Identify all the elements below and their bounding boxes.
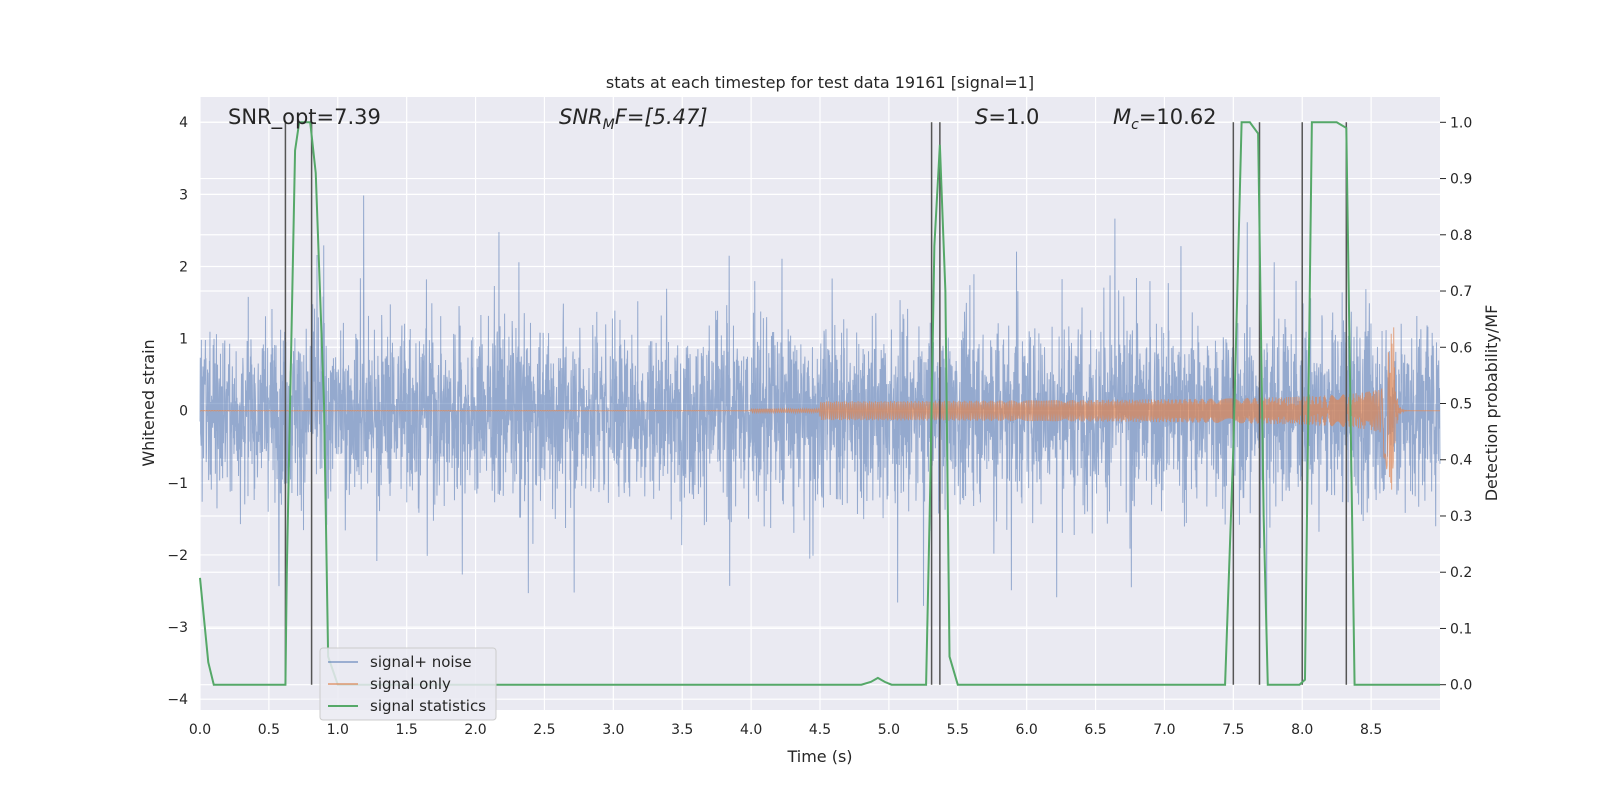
y2-tick-label: 0.0 [1450, 678, 1472, 694]
snr-opt-annotation: SNR_opt=7.39 [228, 105, 381, 130]
y2-tick-label: 0.7 [1450, 284, 1472, 300]
y-tick-label: 4 [179, 115, 188, 131]
x-tick-label: 5.0 [878, 722, 900, 738]
legend-box [319, 647, 497, 721]
s-rest: =1.0 [988, 105, 1039, 129]
chart-title: stats at each timestep for test data 191… [606, 73, 1034, 92]
x-tick-label: 4.0 [740, 722, 762, 738]
y2-tick-label: 0.6 [1450, 340, 1472, 356]
x-tick-label: 7.0 [1153, 722, 1175, 738]
y2-tick-label: 0.4 [1450, 453, 1472, 469]
y-tick-label: −3 [167, 620, 188, 636]
y-axis-label: Whitened strain [139, 339, 158, 466]
y2-tick-label: 0.1 [1450, 621, 1472, 637]
x-tick-label: 5.5 [947, 722, 969, 738]
legend: signal+ noise signal only signal statist… [319, 647, 497, 721]
mc-rest: =10.62 [1139, 105, 1217, 129]
x-tick-label: 2.5 [533, 722, 555, 738]
y-tick-label: −2 [167, 548, 188, 564]
x-tick-label: 7.5 [1222, 722, 1244, 738]
x-tick-label: 8.0 [1291, 722, 1313, 738]
y2-tick-label: 1.0 [1450, 115, 1472, 131]
snr-mf-rest: F=[5.47] [615, 105, 708, 129]
s-symbol: S [975, 105, 988, 129]
x-tick-label: 0.0 [189, 722, 211, 738]
legend-label-signal-only: signal only [370, 675, 451, 693]
snr-mf-subscript: M [603, 117, 615, 133]
y2-tick-label: 0.5 [1450, 397, 1472, 413]
x-tick-label: 1.5 [396, 722, 418, 738]
y2-tick-label: 0.3 [1450, 509, 1472, 525]
x-tick-label: 3.5 [671, 722, 693, 738]
y-tick-label: 0 [179, 404, 188, 420]
y2-tick-label: 0.9 [1450, 172, 1472, 188]
y-tick-label: 1 [179, 332, 188, 348]
x-tick-label: 0.5 [258, 722, 280, 738]
snr-mf-symbol: SNR [559, 105, 603, 129]
x-axis-label: Time (s) [786, 747, 852, 766]
legend-label-signal-noise: signal+ noise [370, 653, 472, 671]
x-tick-label: 6.5 [1084, 722, 1106, 738]
snr-mf-annotation: SNRMF=[5.47] [559, 105, 708, 133]
y-tick-label: 3 [179, 187, 188, 203]
x-tick-label: 2.0 [464, 722, 486, 738]
y2-axis-label: Detection probability/MF [1482, 305, 1501, 502]
tick-labels: 0.0 0.5 1.0 1.5 2.0 2.5 3.0 3.5 4.0 4.5 5.0 5.5 6.0 6… [167, 115, 1472, 738]
mc-subscript: c [1131, 117, 1139, 133]
statistics-line [199, 121, 1440, 686]
x-tick-label: 3.0 [602, 722, 624, 738]
mc-symbol: M [1113, 105, 1131, 129]
x-tick-label: 4.5 [809, 722, 831, 738]
x-tick-label: 8.5 [1360, 722, 1382, 738]
x-tick-label: 1.0 [327, 722, 349, 738]
vertical-lines [284, 122, 1348, 685]
y-tick-label: 2 [179, 259, 188, 275]
x-tick-label: 6.0 [1016, 722, 1038, 738]
legend-label-signal-statistics: signal statistics [370, 697, 486, 715]
signal-statistics-series [199, 121, 1440, 686]
y2-tick-label: 0.2 [1450, 565, 1472, 581]
mc-annotation: Mc=10.62 [1113, 105, 1217, 133]
y-tick-label: −4 [167, 692, 188, 708]
y2-tick-label: 0.8 [1450, 228, 1472, 244]
s-annotation: S=1.0 [975, 105, 1039, 129]
y-tick-label: −1 [167, 476, 188, 492]
